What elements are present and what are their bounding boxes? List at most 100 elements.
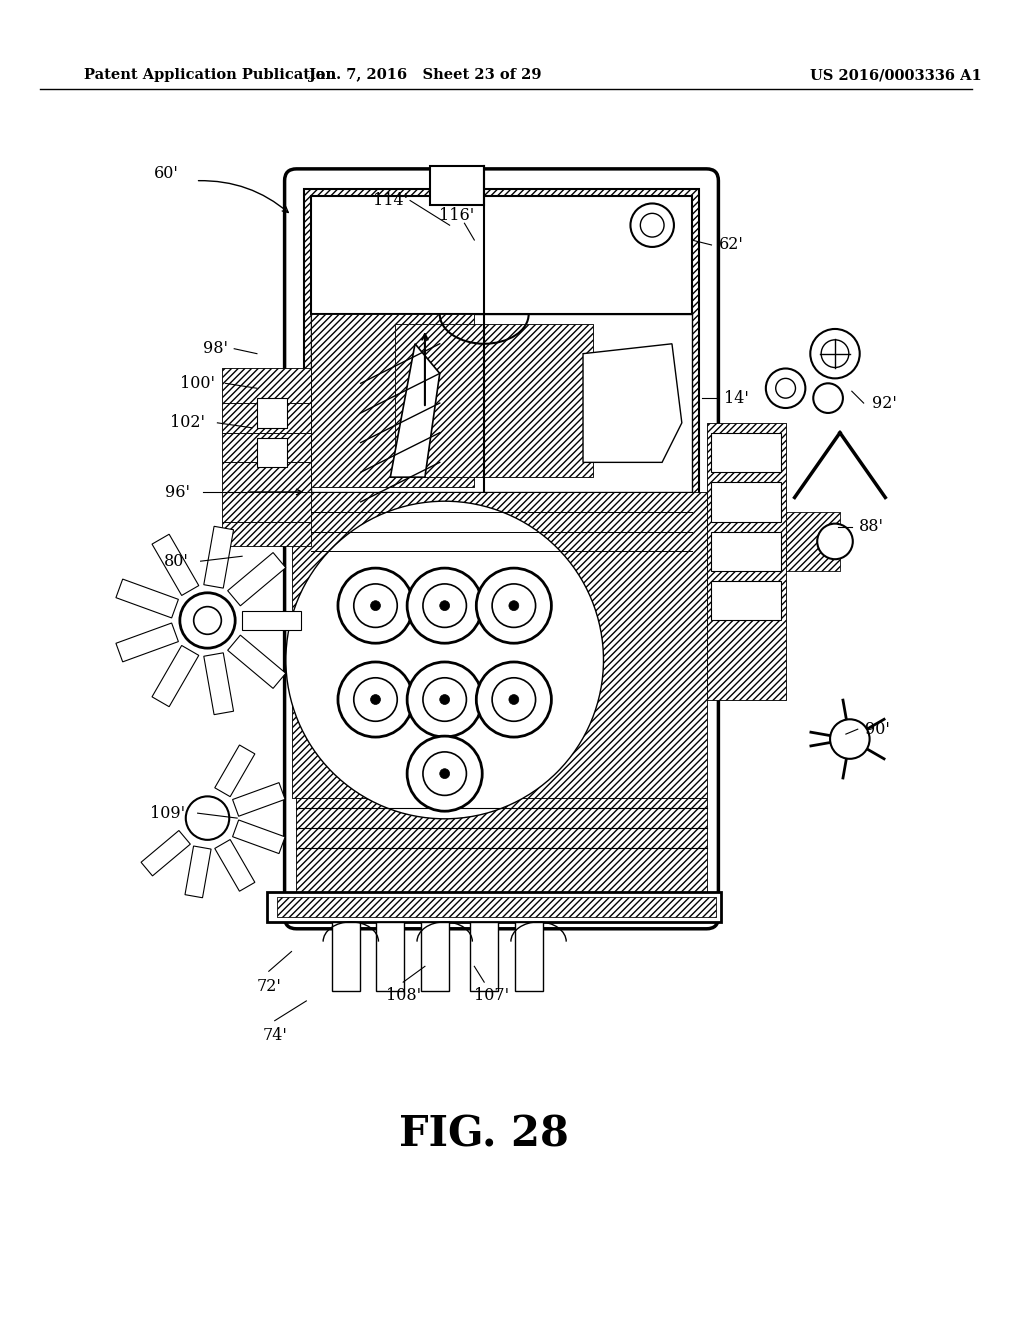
Bar [311,195,692,304]
Circle shape [509,601,519,611]
Text: 114': 114' [373,191,408,209]
Polygon shape [185,846,211,898]
Text: 109': 109' [151,805,185,821]
Circle shape [493,583,536,627]
Bar [311,195,692,314]
Text: Patent Application Publication: Patent Application Publication [84,69,336,82]
Circle shape [830,719,869,759]
Bar [222,492,311,521]
Text: 62': 62' [719,236,743,253]
Circle shape [439,601,450,611]
Polygon shape [215,840,255,891]
Polygon shape [232,783,285,816]
Bar [377,921,404,991]
Bar [257,438,287,467]
Bar [707,422,785,700]
Bar [712,581,780,620]
Circle shape [194,607,221,635]
Text: FIG. 28: FIG. 28 [399,1113,569,1155]
Bar [222,433,311,462]
Bar [222,521,311,546]
Bar [222,433,311,462]
Circle shape [817,524,853,560]
Polygon shape [232,820,285,854]
Circle shape [185,796,229,840]
Circle shape [338,568,413,643]
Circle shape [371,601,381,611]
Text: 116': 116' [439,207,474,224]
Polygon shape [116,579,178,618]
Bar [222,462,311,492]
Bar [712,532,780,572]
Polygon shape [242,611,301,631]
Text: 74': 74' [262,1027,287,1044]
Bar [311,314,692,492]
Text: 108': 108' [386,987,421,1005]
Circle shape [353,677,397,721]
Text: 14': 14' [724,389,749,407]
Bar [311,195,692,304]
Polygon shape [141,830,190,876]
Circle shape [476,568,551,643]
Circle shape [338,661,413,737]
Text: 102': 102' [170,414,205,432]
Text: 98': 98' [203,341,228,358]
Circle shape [813,383,843,413]
Circle shape [776,379,796,399]
Circle shape [408,737,482,812]
Polygon shape [152,535,199,595]
Bar [222,492,311,521]
Polygon shape [227,553,286,606]
Bar [311,314,474,487]
Circle shape [423,752,466,796]
Polygon shape [152,645,199,706]
Polygon shape [390,343,439,478]
Circle shape [408,661,482,737]
Text: 72': 72' [256,978,282,994]
Text: 60': 60' [154,165,178,182]
Circle shape [766,368,805,408]
Bar [311,314,474,487]
Bar [395,323,593,478]
Polygon shape [215,744,255,797]
Bar [222,403,311,433]
Circle shape [821,339,849,367]
Bar [276,898,717,917]
Bar [257,399,287,428]
Bar [515,921,543,991]
Bar [395,323,593,478]
Text: 80': 80' [164,553,188,570]
FancyBboxPatch shape [285,169,719,929]
Bar [707,422,785,700]
Bar [222,368,311,403]
Circle shape [476,661,551,737]
Circle shape [439,694,450,705]
Text: 88': 88' [859,517,884,535]
Circle shape [408,568,482,643]
Circle shape [287,502,603,818]
Bar [785,512,840,572]
Bar [712,433,780,473]
Circle shape [631,203,674,247]
Bar [297,799,707,921]
Circle shape [493,677,536,721]
Bar [430,166,484,206]
Text: 90': 90' [865,721,890,738]
Circle shape [640,214,664,238]
Bar [304,189,698,909]
Bar [222,403,311,433]
Circle shape [810,329,860,379]
Bar [267,892,721,921]
Bar [304,189,698,909]
Bar [222,521,311,546]
Polygon shape [116,623,178,661]
Bar [421,921,449,991]
Bar [276,898,717,917]
Circle shape [439,768,450,779]
Circle shape [423,583,466,627]
Polygon shape [583,343,682,462]
Bar [292,492,707,799]
Polygon shape [204,653,233,714]
Text: 92': 92' [872,395,897,412]
Text: 107': 107' [473,987,509,1005]
